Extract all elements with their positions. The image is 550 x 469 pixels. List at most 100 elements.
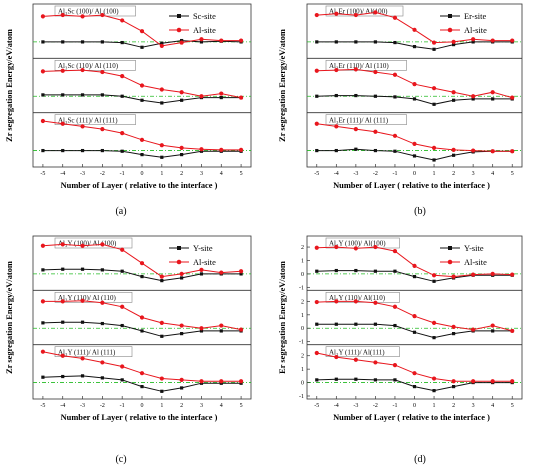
panel-3: -1 0 1 2 Al₃Y (111)/ Al(111) bbox=[299, 344, 522, 400]
data-point bbox=[159, 87, 164, 92]
data-point bbox=[80, 67, 85, 73]
x-tick-label: 2 bbox=[180, 171, 183, 177]
data-point bbox=[432, 389, 436, 393]
data-point bbox=[80, 14, 85, 19]
data-point bbox=[140, 385, 144, 389]
data-point bbox=[80, 148, 85, 153]
panel-label-box bbox=[325, 114, 407, 125]
data-point bbox=[139, 371, 145, 376]
data-point bbox=[180, 386, 184, 390]
data-point bbox=[510, 95, 515, 100]
legend: Y-site Al-site bbox=[440, 244, 487, 267]
data-point bbox=[179, 90, 184, 95]
data-point bbox=[432, 158, 436, 162]
x-axis-title: Number of Layer ( relative to the interf… bbox=[61, 181, 218, 190]
data-point bbox=[393, 95, 397, 99]
data-point bbox=[373, 148, 378, 153]
legend-marker bbox=[176, 259, 182, 265]
y-tick-label: 0 bbox=[301, 381, 304, 387]
series-al-site bbox=[314, 244, 515, 279]
series-y-site bbox=[41, 267, 243, 283]
legend-label: Al-site bbox=[193, 258, 216, 267]
figure-caption: (c) bbox=[115, 454, 126, 465]
data-point bbox=[80, 40, 85, 44]
data-point bbox=[353, 357, 358, 362]
data-point bbox=[393, 323, 397, 328]
data-point bbox=[451, 42, 456, 47]
data-point bbox=[139, 261, 145, 266]
legend-label: Y-site bbox=[193, 244, 213, 253]
data-point bbox=[373, 94, 378, 98]
data-point bbox=[334, 244, 339, 250]
y-axis-title: Zr segregation Energy/eV/atom bbox=[278, 29, 287, 142]
data-point bbox=[373, 40, 378, 44]
data-point bbox=[373, 378, 378, 382]
x-tick-label: 5 bbox=[511, 171, 514, 177]
data-point bbox=[315, 269, 319, 273]
data-point bbox=[354, 93, 358, 98]
x-tick-label: -5 bbox=[314, 171, 319, 177]
series-er-site bbox=[315, 40, 514, 51]
series-y-site bbox=[41, 374, 243, 393]
chart-b: Al₃Er (100)/ Al(100) Al₃Er (110)/ Al (110… bbox=[278, 3, 523, 217]
x-tick-label: -4 bbox=[334, 171, 339, 177]
data-point bbox=[373, 322, 378, 326]
data-point bbox=[41, 93, 45, 97]
data-point bbox=[315, 322, 319, 326]
data-point bbox=[510, 149, 515, 154]
series-line bbox=[42, 120, 242, 151]
data-point bbox=[451, 39, 456, 45]
data-point bbox=[353, 246, 358, 251]
y-axis-title: Zr segregation Energy/eV/atom bbox=[5, 29, 14, 142]
data-point bbox=[373, 300, 378, 305]
data-point bbox=[471, 37, 476, 42]
x-axis-title: Number of Layer ( relative to the interf… bbox=[333, 413, 490, 422]
legend-marker bbox=[177, 14, 181, 18]
data-point bbox=[431, 273, 437, 278]
data-point bbox=[314, 299, 319, 305]
panel-label: Al₃Er (100)/ Al(100) bbox=[329, 8, 388, 16]
panel-1: Al₃Sc (100)/ Al (100) bbox=[33, 5, 251, 49]
data-point bbox=[40, 243, 46, 248]
data-point bbox=[393, 40, 397, 45]
chart-a: Al₃Sc (100)/ Al (100) Al₃Sc (110)/ Al (11… bbox=[5, 3, 252, 217]
y-tick-label: 2 bbox=[301, 299, 304, 305]
data-point bbox=[139, 137, 145, 142]
x-tick-label: 3 bbox=[472, 403, 475, 409]
data-point bbox=[100, 321, 104, 326]
x-tick-label: 0 bbox=[413, 171, 416, 177]
panel-label-box bbox=[54, 60, 136, 71]
data-point bbox=[199, 40, 204, 44]
data-point bbox=[40, 349, 46, 354]
data-point bbox=[238, 147, 244, 153]
data-point bbox=[471, 94, 476, 99]
data-point bbox=[451, 90, 456, 95]
data-point bbox=[471, 148, 476, 153]
data-point bbox=[412, 97, 417, 101]
data-point bbox=[80, 356, 85, 361]
data-point bbox=[120, 18, 125, 23]
x-axis: -5 -4 -3 -2 -1 0 1 2 3 4 5 bbox=[40, 164, 243, 177]
x-tick-label: 4 bbox=[491, 171, 494, 177]
panel-label-box bbox=[54, 292, 133, 303]
x-tick-label: -5 bbox=[40, 171, 45, 177]
x-tick-label: -3 bbox=[80, 171, 85, 177]
legend-marker bbox=[176, 27, 182, 33]
data-point bbox=[412, 330, 417, 334]
panel-2: Al₃Sc (110)/ Al (110) bbox=[33, 57, 251, 105]
data-point bbox=[314, 12, 319, 18]
x-tick-label: 1 bbox=[160, 171, 163, 177]
y-tick-label: 1 bbox=[301, 313, 304, 319]
data-point bbox=[334, 67, 339, 73]
data-point bbox=[510, 272, 515, 277]
data-point bbox=[510, 38, 515, 43]
data-point bbox=[219, 38, 224, 43]
panel-label: Al₃Y (110)/ Al(110) bbox=[329, 294, 386, 302]
data-point bbox=[491, 329, 495, 333]
x-tick-label: 5 bbox=[511, 403, 514, 409]
data-point bbox=[412, 82, 417, 87]
y-axis-title: Er segregation Energy/eV/atom bbox=[278, 261, 287, 374]
figure-caption: (b) bbox=[414, 206, 426, 217]
x-tick-label: -3 bbox=[80, 403, 85, 409]
